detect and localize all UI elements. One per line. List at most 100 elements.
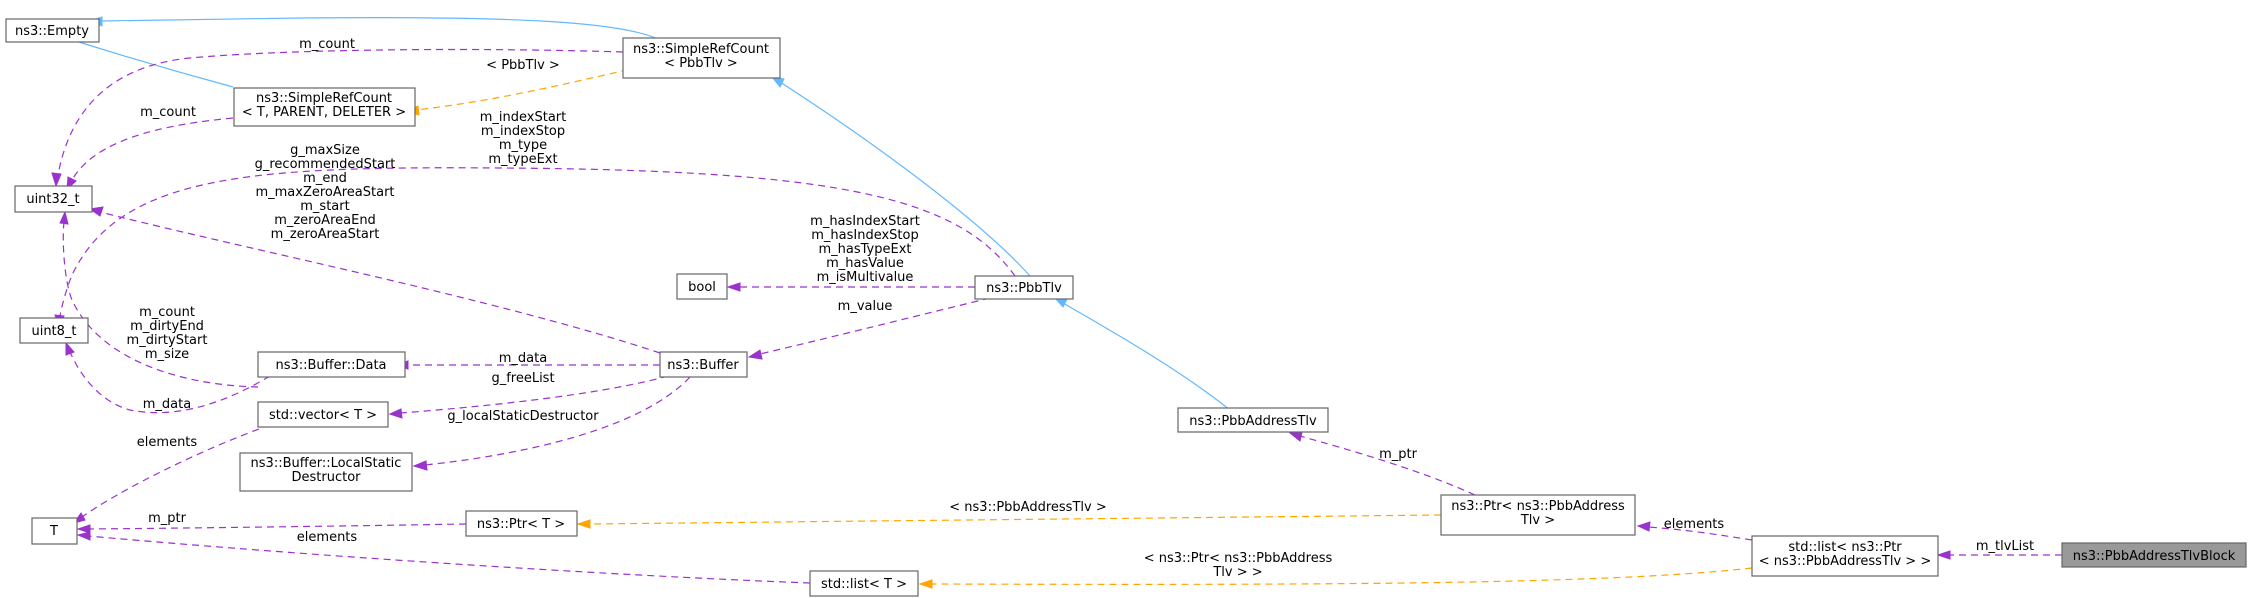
edge-pbbtlv-to-uint8 xyxy=(59,167,1016,317)
edge-label: elements xyxy=(1664,517,1725,532)
label-line: < ns3::PbbAddressTlv > xyxy=(949,500,1106,515)
label-line: m_hasTypeExt xyxy=(818,242,911,257)
label-line: m_data xyxy=(499,351,547,366)
label-line: elements xyxy=(297,530,358,545)
node-label: uint8_t xyxy=(31,324,76,339)
node-pbbaddresstlvblock[interactable]: ns3::PbbAddressTlvBlock xyxy=(2061,542,2247,568)
node-uint8-t[interactable]: uint8_t xyxy=(19,317,89,344)
node-ptr-t[interactable]: ns3::Ptr< T > xyxy=(465,510,578,537)
edge-label: m_value xyxy=(838,299,893,314)
edge-pbbaddresstlv-to-pbbtlv xyxy=(1062,302,1231,411)
label-line: m_indexStart xyxy=(480,110,567,125)
label-line: ns3::Empty xyxy=(15,24,89,39)
label-line: < ns3::Ptr< ns3::PbbAddress xyxy=(1144,551,1333,566)
label-line: g_recommendedStart xyxy=(255,157,396,172)
label-line: m_zeroAreaEnd xyxy=(274,213,376,228)
node-std-list-ptr-pbbaddresstlv[interactable]: std::list< ns3::Ptr < ns3::PbbAddressTlv … xyxy=(1751,535,1939,577)
node-std-list-t[interactable]: std::list< T > xyxy=(809,570,919,597)
edge-pbbtlv-to-simplerefcount-pbb xyxy=(779,81,1031,277)
node-label: ns3::PbbAddressTlvBlock xyxy=(2073,549,2236,564)
edge-label: m_count xyxy=(299,37,355,52)
edge-list-t-to-t xyxy=(87,535,811,584)
node-buffer-localstatic-destructor[interactable]: ns3::Buffer::LocalStatic Destructor xyxy=(239,452,413,492)
edge-ptr-addrtlv-to-addrtlv xyxy=(1299,435,1476,496)
arrowhead xyxy=(412,460,428,471)
edge-label: elements xyxy=(137,435,198,450)
label-line: m_value xyxy=(838,299,893,314)
arrowhead xyxy=(76,524,91,534)
edge-label: m_data xyxy=(499,351,547,366)
node-std-vector-t[interactable]: std::vector< T > xyxy=(257,401,389,428)
arrowhead xyxy=(76,531,91,541)
node-label: uint32_t xyxy=(26,192,79,207)
edge-label: elements xyxy=(297,530,358,545)
arrowhead xyxy=(65,341,75,356)
label-line: m_indexStop xyxy=(481,124,565,139)
label-line: g_maxSize xyxy=(290,143,360,158)
edge-data-to-uint32 xyxy=(62,221,259,388)
node-ns3-pbbtlv[interactable]: ns3::PbbTlv xyxy=(974,275,1074,300)
label-line: m_count xyxy=(140,105,196,120)
label-line: m_typeExt xyxy=(488,152,557,167)
node-label: ns3::PbbAddressTlv xyxy=(1189,414,1317,429)
node-ns3-buffer[interactable]: ns3::Buffer xyxy=(659,351,748,378)
label-line: uint32_t xyxy=(26,192,79,207)
label-line: ns3::PbbAddressTlvBlock xyxy=(2073,549,2236,564)
arrowhead xyxy=(88,206,104,217)
arrowhead xyxy=(388,408,403,419)
edge-ptr-template xyxy=(587,514,1442,525)
label-line: uint8_t xyxy=(31,324,76,339)
edge-simplerefcount-t-to-empty xyxy=(59,35,234,88)
node-simplerefcount-pbbtlv[interactable]: ns3::SimpleRefCount < PbbTlv > xyxy=(622,37,781,79)
node-ns3-pbbaddresstlv[interactable]: ns3::PbbAddressTlv xyxy=(1177,407,1329,433)
node-label: ns3::PbbTlv xyxy=(986,281,1062,296)
label-line: ns3::Ptr< ns3::PbbAddress xyxy=(1451,499,1625,514)
node-label: ns3::Ptr< ns3::PbbAddress Tlv > xyxy=(1451,499,1625,528)
node-label: bool xyxy=(688,280,716,295)
edge-simplerefcount-pbb-m-count xyxy=(57,48,624,176)
label-line: m_tlvList xyxy=(1976,539,2034,554)
edge-label: < ns3::Ptr< ns3::PbbAddress Tlv > > xyxy=(1144,551,1333,580)
label-line: m_type xyxy=(499,138,547,153)
label-line: m_ptr xyxy=(1379,447,1418,462)
edge-label: g_localStaticDestructor xyxy=(447,409,599,424)
label-line: bool xyxy=(688,280,716,295)
label-line: ns3::SimpleRefCount xyxy=(256,91,392,106)
label-line: m_hasIndexStop xyxy=(811,228,919,243)
edge-label: m_count xyxy=(140,105,196,120)
label-line: g_localStaticDestructor xyxy=(447,409,599,424)
node-label: ns3::SimpleRefCount < PbbTlv > xyxy=(633,42,769,71)
node-simplerefcount-t-parent-deleter[interactable]: ns3::SimpleRefCount < T, PARENT, DELETER … xyxy=(233,87,416,127)
edge-buffer-to-vector xyxy=(399,375,669,414)
node-bool[interactable]: bool xyxy=(676,273,728,300)
label-line: ns3::Buffer::LocalStatic xyxy=(251,456,402,471)
node-uint32-t[interactable]: uint32_t xyxy=(14,185,93,213)
edge-vector-to-t xyxy=(81,424,271,518)
node-label: ns3::Buffer xyxy=(667,358,739,373)
node-ptr-pbbaddresstlv[interactable]: ns3::Ptr< ns3::PbbAddress Tlv > xyxy=(1440,494,1636,536)
label-line: g_freeList xyxy=(491,371,554,386)
label-line: Tlv > > xyxy=(1212,565,1262,580)
edge-list-template xyxy=(929,567,1753,585)
label-line: m_isMultivalue xyxy=(817,270,914,285)
label-line: m_data xyxy=(143,397,191,412)
label-line: ns3::Ptr< T > xyxy=(477,517,565,532)
label-line: m_ptr xyxy=(148,511,187,526)
node-label: ns3::SimpleRefCount < T, PARENT, DELETER … xyxy=(242,91,406,120)
node-t[interactable]: T xyxy=(31,517,78,545)
label-line: m_size xyxy=(145,347,189,362)
node-buffer-data[interactable]: ns3::Buffer::Data xyxy=(257,351,406,378)
edge-label: < ns3::PbbAddressTlv > xyxy=(949,500,1106,515)
edge-label: m_data xyxy=(143,397,191,412)
arrowhead xyxy=(747,349,763,360)
edge-label: g_maxSize g_recommendedStart m_end m_maxZer… xyxy=(255,143,396,242)
node-ns3-empty[interactable]: ns3::Empty xyxy=(5,18,100,43)
arrowhead xyxy=(576,519,591,529)
edge-label: m_ptr xyxy=(148,511,187,526)
label-line: m_dirtyEnd xyxy=(130,319,204,334)
arrowhead xyxy=(1936,550,1951,560)
edge-buffer-to-uint32 xyxy=(99,211,661,354)
arrowhead xyxy=(59,210,69,225)
label-line: Destructor xyxy=(291,470,361,485)
